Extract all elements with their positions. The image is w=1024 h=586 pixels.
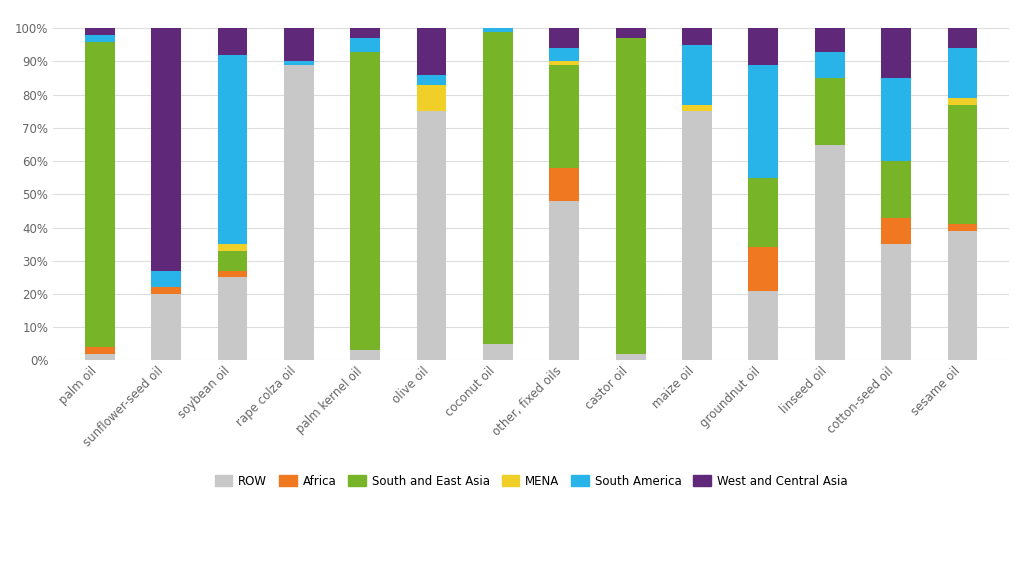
Bar	[749, 28, 778, 65]
Bar	[217, 244, 248, 251]
Bar	[749, 247, 778, 291]
Bar	[483, 28, 513, 32]
Bar	[549, 62, 580, 65]
Bar	[947, 105, 978, 224]
Bar	[284, 28, 313, 62]
Bar	[483, 32, 513, 344]
Bar	[217, 277, 248, 360]
Bar	[350, 350, 380, 360]
Bar	[85, 347, 115, 354]
Bar	[615, 38, 645, 354]
Bar	[152, 28, 181, 271]
Bar	[350, 38, 380, 52]
Bar	[152, 294, 181, 360]
Bar	[549, 28, 580, 48]
Legend: ROW, Africa, South and East Asia, MENA, South America, West and Central Asia: ROW, Africa, South and East Asia, MENA, …	[210, 470, 852, 492]
Bar	[947, 231, 978, 360]
Bar	[815, 145, 845, 360]
Bar	[815, 78, 845, 145]
Bar	[749, 178, 778, 247]
Bar	[549, 48, 580, 62]
Bar	[217, 28, 248, 55]
Bar	[350, 52, 380, 350]
Bar	[882, 161, 911, 217]
Bar	[217, 55, 248, 244]
Bar	[947, 48, 978, 98]
Bar	[152, 271, 181, 287]
Bar	[882, 244, 911, 360]
Bar	[85, 42, 115, 347]
Bar	[483, 344, 513, 360]
Bar	[882, 78, 911, 161]
Bar	[549, 201, 580, 360]
Bar	[815, 52, 845, 78]
Bar	[615, 28, 645, 38]
Bar	[682, 105, 712, 111]
Bar	[749, 65, 778, 178]
Bar	[284, 62, 313, 65]
Bar	[284, 65, 313, 360]
Bar	[749, 291, 778, 360]
Bar	[417, 111, 446, 360]
Bar	[350, 28, 380, 38]
Bar	[947, 28, 978, 48]
Bar	[85, 354, 115, 360]
Bar	[85, 28, 115, 35]
Bar	[417, 75, 446, 85]
Bar	[947, 224, 978, 231]
Bar	[549, 65, 580, 168]
Bar	[947, 98, 978, 105]
Bar	[682, 28, 712, 45]
Bar	[882, 217, 911, 244]
Bar	[682, 111, 712, 360]
Bar	[217, 251, 248, 271]
Bar	[417, 28, 446, 75]
Bar	[152, 287, 181, 294]
Bar	[85, 35, 115, 42]
Bar	[217, 271, 248, 277]
Bar	[549, 168, 580, 201]
Bar	[417, 85, 446, 111]
Bar	[882, 28, 911, 78]
Bar	[815, 28, 845, 52]
Bar	[682, 45, 712, 105]
Bar	[615, 354, 645, 360]
